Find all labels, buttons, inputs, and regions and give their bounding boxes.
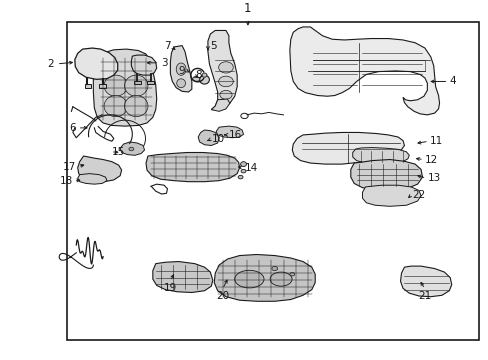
Ellipse shape <box>241 170 245 173</box>
Polygon shape <box>170 46 191 92</box>
Polygon shape <box>400 266 451 297</box>
Polygon shape <box>292 132 404 164</box>
Polygon shape <box>350 159 422 190</box>
Text: 2: 2 <box>48 59 54 69</box>
Ellipse shape <box>220 90 232 99</box>
Ellipse shape <box>234 270 264 288</box>
Polygon shape <box>352 148 408 164</box>
Text: 12: 12 <box>424 154 437 165</box>
Text: 13: 13 <box>427 173 440 183</box>
Text: 14: 14 <box>244 163 257 173</box>
Text: 11: 11 <box>429 136 442 146</box>
Polygon shape <box>216 126 243 138</box>
Ellipse shape <box>176 79 185 87</box>
Polygon shape <box>146 153 239 182</box>
Text: 17: 17 <box>63 162 76 172</box>
Text: 6: 6 <box>69 123 76 133</box>
Ellipse shape <box>271 266 277 271</box>
Text: 9: 9 <box>178 66 184 76</box>
Ellipse shape <box>199 75 209 84</box>
Ellipse shape <box>218 62 233 73</box>
Ellipse shape <box>129 147 134 151</box>
Polygon shape <box>75 48 118 79</box>
Ellipse shape <box>124 75 148 96</box>
Polygon shape <box>207 31 237 109</box>
Ellipse shape <box>104 95 127 117</box>
Text: 8: 8 <box>194 70 201 80</box>
Polygon shape <box>99 84 106 88</box>
Polygon shape <box>211 99 229 111</box>
Ellipse shape <box>269 272 291 286</box>
Ellipse shape <box>104 75 127 96</box>
Polygon shape <box>362 185 420 206</box>
Polygon shape <box>134 81 141 84</box>
Ellipse shape <box>202 73 206 77</box>
Polygon shape <box>192 77 199 81</box>
Polygon shape <box>153 261 212 292</box>
Polygon shape <box>198 130 219 145</box>
Polygon shape <box>93 49 157 126</box>
Ellipse shape <box>238 175 243 179</box>
Text: 15: 15 <box>112 147 125 157</box>
Text: 19: 19 <box>163 283 177 293</box>
Polygon shape <box>84 84 91 88</box>
Text: 20: 20 <box>216 291 229 301</box>
Ellipse shape <box>289 273 294 276</box>
Text: 7: 7 <box>163 41 170 51</box>
Text: 5: 5 <box>210 41 217 51</box>
Text: 22: 22 <box>412 190 425 200</box>
Text: 16: 16 <box>228 130 242 140</box>
Bar <box>66 22 478 340</box>
Text: 18: 18 <box>60 176 73 186</box>
Polygon shape <box>78 156 122 182</box>
Polygon shape <box>214 255 315 301</box>
Ellipse shape <box>218 76 233 87</box>
Polygon shape <box>289 27 439 115</box>
Text: 3: 3 <box>161 58 168 68</box>
Polygon shape <box>147 81 154 84</box>
Polygon shape <box>131 55 157 75</box>
Ellipse shape <box>240 162 246 167</box>
Text: 10: 10 <box>211 135 224 144</box>
Text: 1: 1 <box>244 2 251 15</box>
Ellipse shape <box>124 95 148 117</box>
Text: 21: 21 <box>417 291 430 301</box>
Ellipse shape <box>176 63 185 75</box>
Text: 4: 4 <box>448 76 455 86</box>
Polygon shape <box>120 142 144 155</box>
Polygon shape <box>78 174 107 184</box>
